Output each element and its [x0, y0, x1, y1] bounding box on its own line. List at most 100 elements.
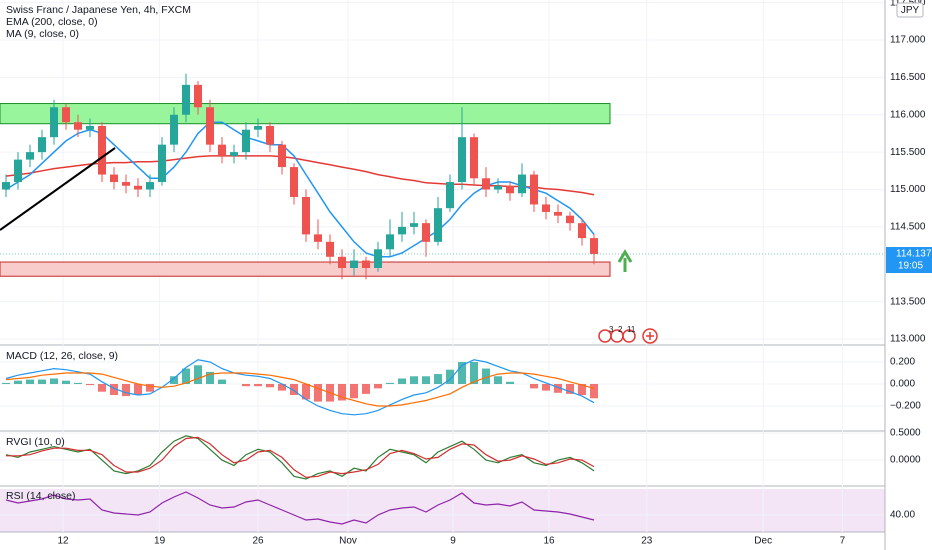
x-tick-label: 12	[57, 536, 69, 547]
event-label: 2	[618, 325, 623, 334]
indicator-line	[5, 359, 595, 416]
candle-body	[122, 182, 130, 186]
histogram-bar	[290, 383, 298, 395]
zone	[0, 103, 611, 125]
price-axis	[885, 0, 932, 550]
candle-body	[38, 137, 46, 153]
histogram-bar	[146, 383, 154, 392]
candle-body	[494, 185, 502, 190]
event-icon[interactable]	[622, 329, 636, 343]
candle-body	[158, 144, 166, 183]
histogram-bar	[362, 383, 370, 394]
candle-body	[542, 204, 550, 212]
candle-body	[374, 249, 382, 269]
candle-body	[26, 152, 34, 160]
currency-box[interactable]	[896, 2, 924, 18]
candle-body	[62, 107, 70, 123]
trend-line	[0, 147, 116, 231]
y-tick-label: 40.00	[890, 510, 915, 521]
event-label: 11	[627, 325, 636, 334]
legend-ema: EMA (200, close, 0)	[6, 16, 98, 28]
histogram-bar	[218, 379, 226, 384]
symbol-title: Swiss Franc / Japanese Yen, 4h, FXCM	[6, 4, 191, 16]
histogram-bar	[410, 376, 418, 384]
candle-body	[86, 125, 94, 130]
candle-body	[242, 129, 250, 153]
candle-body	[110, 174, 118, 183]
y-tick-label: 0.200	[890, 357, 915, 368]
histogram-bar	[206, 371, 214, 384]
candle-body	[506, 185, 514, 194]
countdown: 19:05	[898, 261, 923, 272]
indicator-line	[5, 372, 595, 407]
y-tick-label: 113.000	[890, 334, 926, 345]
candle-body	[566, 215, 574, 224]
candle-body	[290, 167, 298, 197]
y-tick-label: 0.000	[890, 379, 915, 390]
histogram-bar	[266, 383, 274, 388]
pane-title: MACD (12, 26, close, 9)	[6, 350, 118, 362]
histogram-bar	[314, 383, 322, 402]
candle-body	[194, 84, 202, 108]
candle-body	[578, 223, 586, 239]
candle-body	[254, 125, 262, 130]
histogram-bar	[254, 383, 262, 387]
candle-body	[98, 125, 106, 175]
event-icons: 3 2 11	[598, 325, 658, 344]
candle-body	[386, 234, 394, 250]
candle-body	[302, 196, 310, 235]
candle-body	[278, 144, 286, 168]
histogram-bar	[398, 378, 406, 384]
candle-body	[314, 234, 322, 242]
candle-body	[422, 223, 430, 242]
histogram-bar	[482, 368, 490, 384]
candle-body	[266, 125, 274, 145]
histogram-bar	[554, 383, 562, 393]
candle-body	[518, 174, 526, 194]
histogram-bar	[110, 383, 118, 395]
histogram-bar	[566, 383, 574, 394]
candle-body	[482, 178, 490, 190]
histogram-bar	[590, 383, 598, 399]
y-tick-label: 113.500	[890, 296, 926, 307]
x-tick-label: 7	[840, 536, 846, 547]
x-tick-label: 16	[543, 536, 555, 547]
candle-body	[446, 182, 454, 209]
indicator-line	[6, 436, 595, 479]
histogram-bar	[494, 376, 502, 384]
x-tick-label: 26	[252, 536, 264, 547]
last-price-label: 114.137	[896, 249, 932, 260]
histogram-bar	[434, 374, 442, 384]
histogram-bar	[542, 383, 550, 391]
candle-body	[2, 182, 10, 190]
histogram-bar	[374, 383, 382, 389]
candle-body	[230, 152, 238, 156]
candle-body	[134, 185, 142, 190]
histogram-bar	[122, 383, 130, 397]
histogram-bar	[422, 376, 430, 384]
y-tick-label: 115.500	[890, 147, 926, 158]
event-icon-plus	[646, 332, 654, 340]
candle-body	[350, 260, 358, 269]
histogram-bar	[62, 380, 70, 384]
x-tick-label: Nov	[339, 536, 357, 547]
histogram-bar	[14, 380, 22, 384]
histogram-bar	[338, 383, 346, 401]
zone	[0, 261, 611, 277]
candle-body	[398, 226, 406, 235]
histogram-bar	[302, 383, 310, 400]
candle-body	[146, 182, 154, 190]
candle-body	[458, 137, 466, 183]
candle-body	[590, 238, 598, 255]
y-tick-label: 116.500	[890, 72, 926, 83]
last-price-box	[886, 247, 932, 274]
candle-body	[218, 144, 226, 156]
candle-body	[338, 256, 346, 269]
histogram-bar	[50, 378, 58, 384]
y-tick-label: 0.5000	[890, 428, 921, 439]
histogram-bar	[446, 369, 454, 384]
pane-title: RVGI (10, 0)	[6, 436, 65, 448]
candle-body	[170, 114, 178, 145]
candle-body	[410, 223, 418, 227]
legend-ma: MA (9, close, 0)	[6, 28, 79, 40]
